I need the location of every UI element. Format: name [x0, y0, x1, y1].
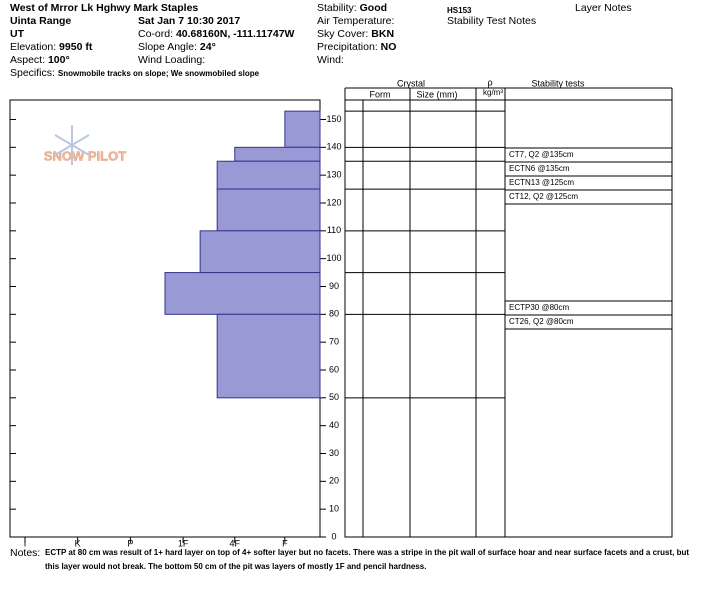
pit-title: West of Mrror Lk Hghwy Mark Staples — [10, 2, 199, 14]
state: UT — [10, 28, 24, 40]
field: Specifics: Snowmobile tracks on slope; W… — [10, 67, 259, 80]
field: Precipitation: NO — [317, 41, 396, 54]
y-tick-label: 20 — [329, 476, 339, 486]
label: Precipitation: — [317, 41, 378, 53]
field: Elevation: 9950 ft — [10, 41, 92, 54]
y-tick-label: 0 — [331, 531, 336, 541]
y-tick-label: 100 — [326, 253, 341, 263]
column-header: kg/m³ — [483, 88, 503, 97]
hardness-bar — [216, 160, 321, 190]
label: Stability: — [317, 2, 357, 14]
notes-text: ECTP at 80 cm was result of 1+ hard laye… — [45, 548, 690, 571]
label: Aspect: — [10, 54, 46, 66]
value: Snowmobile tracks on slope; We snowmobil… — [57, 69, 260, 78]
flake-stroke — [54, 134, 90, 156]
y-tick-label: 120 — [326, 197, 341, 207]
column-header: Size (mm) — [417, 89, 458, 99]
hardness-bar — [216, 188, 321, 232]
y-tick-label: 70 — [329, 337, 339, 347]
y-tick-label: 130 — [326, 170, 341, 180]
y-tick-label: 40 — [329, 420, 339, 430]
table-frame — [344, 99, 673, 538]
stability-test: CT7, Q2 @135cm — [509, 150, 574, 159]
value: 100° — [47, 54, 70, 66]
y-tick-label: 80 — [329, 309, 339, 319]
y-tick-label: 90 — [329, 281, 339, 291]
x-tick-label: 4F — [229, 538, 240, 548]
logo-flake — [54, 125, 90, 165]
x-tick-label: P — [127, 538, 133, 548]
x-tick-label: F — [282, 538, 288, 548]
y-tick-label: 110 — [327, 225, 341, 235]
field: Stability: Good — [317, 2, 387, 15]
x-tick-label: I — [24, 538, 27, 548]
value: 24° — [199, 41, 216, 53]
y-tick-label: 140 — [326, 142, 341, 152]
label: Sky Cover: — [317, 28, 369, 40]
field: Wind Loading: — [138, 54, 206, 66]
x-tick-label: 1F — [178, 538, 189, 548]
date: Sat Jan 7 10:30 2017 — [138, 15, 241, 27]
y-tick-label: 30 — [329, 448, 339, 458]
field: Slope Angle: 24° — [138, 41, 216, 54]
stability-test: ECTN13 @125cm — [509, 178, 574, 187]
stability-test: CT26, Q2 @80cm — [509, 317, 574, 326]
hardness-bar — [164, 272, 321, 315]
column-header: Stability tests — [531, 78, 585, 88]
notes-label: Notes: — [10, 547, 41, 559]
field: Sky Cover: BKN — [317, 28, 394, 41]
field: Co-ord: 40.68160N, -111.11747W — [138, 28, 294, 41]
column-header: Crystal — [397, 78, 425, 88]
y-tick-label: 60 — [329, 364, 339, 374]
label: Specifics: — [10, 67, 55, 79]
layer-notes: Layer Notes — [575, 2, 632, 14]
y-tick-label: 10 — [329, 504, 339, 514]
label: Co-ord: — [138, 28, 174, 40]
value: NO — [380, 41, 397, 53]
y-tick-label: 150 — [326, 114, 341, 124]
hardness-bar — [216, 313, 321, 399]
field: Aspect: 100° — [10, 54, 70, 67]
hs: HS153 — [447, 6, 472, 15]
range: Uinta Range — [10, 15, 72, 27]
stability-test-notes: Stability Test Notes — [447, 15, 537, 27]
label: Slope Angle: — [138, 41, 197, 53]
field: Air Temperature: — [317, 15, 395, 27]
logo: SNOW PILOT — [44, 148, 126, 163]
y-tick-label: 50 — [329, 392, 339, 402]
stability-test: ECTN6 @135cm — [509, 164, 570, 173]
stability-test: ECTP30 @80cm — [509, 303, 569, 312]
field: Wind: — [317, 54, 344, 66]
column-header: Form — [370, 89, 391, 99]
stability-test: CT12, Q2 @125cm — [509, 192, 578, 201]
hardness-bar — [234, 146, 321, 162]
column-header: ρ — [487, 77, 492, 87]
hardness-bar — [199, 230, 321, 274]
value: 9950 ft — [59, 41, 93, 53]
value: BKN — [371, 28, 395, 40]
value: 40.68160N, -111.11747W — [175, 28, 295, 40]
x-tick-label: K — [75, 538, 81, 548]
hardness-bar — [284, 110, 321, 148]
label: Elevation: — [10, 41, 57, 53]
value: Good — [359, 2, 388, 14]
